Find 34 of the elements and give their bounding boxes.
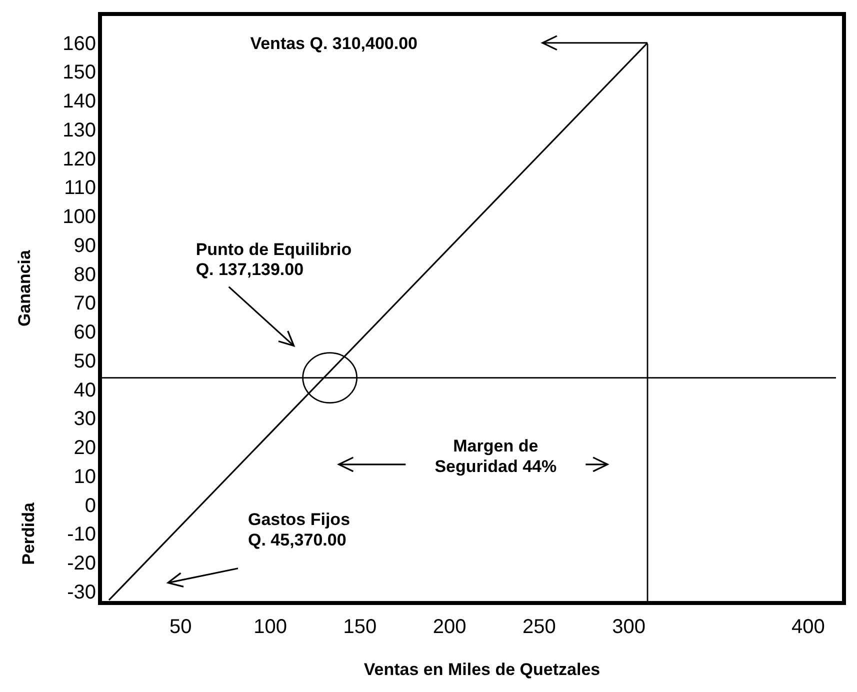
annotation: Gastos Fijos Q. 45,370.00: [248, 510, 350, 550]
y-tick-label: 50: [74, 350, 96, 372]
y-tick-label: -10: [67, 524, 96, 546]
y-tick-label: 40: [74, 379, 96, 402]
y-tick-label: 70: [74, 292, 96, 315]
y-tick-label: 120: [62, 148, 96, 170]
y-tick-label: 20: [74, 437, 96, 460]
annotation: Ventas Q. 310,400.00: [250, 34, 418, 53]
y-tick-label: 160: [62, 32, 96, 55]
y-tick-label: 90: [74, 234, 96, 257]
y-tick-label: 0: [84, 494, 96, 517]
y-tick-label: 30: [74, 408, 96, 430]
y-axis-title: Ganancia: [15, 249, 34, 327]
text: Perdida: [19, 502, 38, 565]
y-tick-label: 80: [74, 264, 96, 286]
y-tick-label: -30: [67, 581, 96, 604]
x-tick-label: 50: [170, 616, 192, 638]
y-tick-label: 130: [62, 119, 96, 142]
x-tick-label: 300: [612, 616, 646, 638]
annotation: Punto de Equilibrio Q. 137,139.00: [196, 240, 352, 280]
x-axis-title: Ventas en Miles de Quetzales: [364, 660, 600, 679]
x-tick-label: 400: [791, 616, 825, 638]
x-tick-label: 200: [432, 616, 466, 638]
y-tick-label: 110: [64, 177, 96, 200]
y-tick-label: 100: [62, 206, 96, 228]
y-tick-label: 10: [74, 466, 96, 488]
x-tick-label: 100: [254, 616, 287, 638]
annotation: Margen de Seguridad 44%: [434, 436, 557, 476]
y-tick-label: 150: [62, 62, 96, 84]
y-tick-label: -20: [67, 552, 96, 575]
x-tick-label: 250: [522, 616, 556, 638]
x-tick-label: 150: [343, 616, 377, 638]
y-tick-label: 140: [62, 90, 96, 113]
y-tick-label: 60: [74, 322, 96, 344]
